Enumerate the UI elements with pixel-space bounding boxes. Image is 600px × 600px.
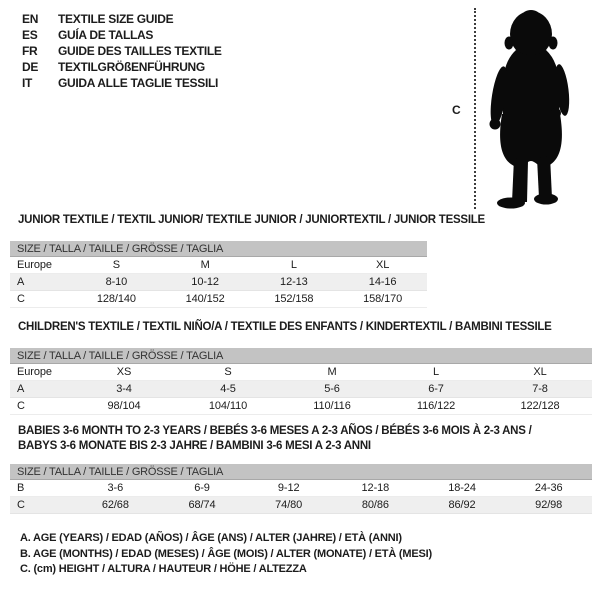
size-header-bar: SIZE / TALLA / TAILLE / GRÖSSE / TAGLIA	[10, 464, 592, 480]
table-cell: L	[290, 259, 297, 271]
table-cell: S	[224, 366, 232, 378]
table-title-line: BABYS 3-6 MONATE BIS 2-3 JAHRE / BAMBINI…	[18, 440, 371, 452]
junior-table-title: JUNIOR TEXTILE / TEXTIL JUNIOR/ TEXTILE …	[18, 213, 485, 228]
table-cell: 3-4	[116, 383, 132, 395]
language-code: IT	[22, 76, 33, 90]
table-cell: 68/74	[188, 499, 216, 511]
language-row: IT GUIDA ALLE TAGLIE TESSILI	[22, 75, 222, 91]
babies-size-table: SIZE / TALLA / TAILLE / GRÖSSE / TAGLIA B…	[10, 464, 592, 514]
language-title-label: GUIDA ALLE TAGLIE TESSILI	[58, 76, 219, 90]
language-row: ES GUÍA DE TALLAS	[22, 27, 222, 43]
measure-legend: A. AGE (YEARS) / EDAD (AÑOS) / ÂGE (ANS)…	[20, 531, 432, 578]
table-cell: 14-16	[368, 276, 397, 288]
table-row: C 62/68 68/74 74/80 80/86 86/92 92/98	[10, 497, 592, 514]
table-cell: 158/170	[363, 293, 403, 305]
language-row: DE TEXTILGRÖßENFÜHRUNG	[22, 59, 222, 75]
row-label: C	[17, 499, 25, 511]
row-label: Europe	[17, 259, 52, 271]
language-title-label: GUIDE DES TAILLES TEXTILE	[58, 44, 222, 58]
table-row: C 128/140 140/152 152/158 158/170	[10, 291, 427, 308]
table-cell: 152/158	[274, 293, 314, 305]
table-cell: 104/110	[208, 400, 248, 412]
table-row: Europe XS S M L XL	[10, 364, 592, 381]
table-row: Europe S M L XL	[10, 257, 427, 274]
size-header-bar: SIZE / TALLA / TAILLE / GRÖSSE / TAGLIA	[10, 348, 592, 364]
language-code: FR	[22, 44, 38, 58]
babies-table-title: BABIES 3-6 MONTH TO 2-3 YEARS / BEBÉS 3-…	[18, 424, 532, 454]
row-label: B	[17, 482, 25, 494]
table-cell: 5-6	[324, 383, 340, 395]
table-cell: 80/86	[361, 499, 389, 511]
table-cell: 6-9	[194, 482, 210, 494]
table-title-line: BABIES 3-6 MONTH TO 2-3 YEARS / BEBÉS 3-…	[18, 425, 532, 437]
children-size-table: SIZE / TALLA / TAILLE / GRÖSSE / TAGLIA E…	[10, 348, 592, 415]
row-label: C	[17, 293, 25, 305]
table-cell: 8-10	[105, 276, 128, 288]
table-cell: 116/122	[416, 400, 456, 412]
table-cell: 86/92	[448, 499, 476, 511]
table-cell: 4-5	[220, 383, 236, 395]
table-cell: 9-12	[277, 482, 300, 494]
table-cell: 92/98	[535, 499, 563, 511]
table-row: B 3-6 6-9 9-12 12-18 18-24 24-36	[10, 480, 592, 497]
table-cell: 140/152	[185, 293, 225, 305]
language-title-label: GUÍA DE TALLAS	[58, 28, 154, 42]
language-row: EN TEXTILE SIZE GUIDE	[22, 11, 222, 27]
table-row: A 8-10 10-12 12-13 14-16	[10, 274, 427, 291]
table-cell: XL	[375, 259, 390, 271]
junior-size-table: SIZE / TALLA / TAILLE / GRÖSSE / TAGLIA E…	[10, 241, 427, 308]
row-label: Europe	[17, 366, 52, 378]
height-measure-label: C	[452, 103, 461, 117]
table-cell: 122/128	[520, 400, 560, 412]
table-cell: 110/116	[313, 400, 351, 412]
table-cell: 62/68	[101, 499, 129, 511]
language-code: DE	[22, 60, 39, 74]
row-label: C	[17, 400, 25, 412]
table-title-line: CHILDREN'S TEXTILE / TEXTIL NIÑO/A / TEX…	[18, 321, 552, 333]
table-cell: M	[200, 259, 210, 271]
table-row: C 98/104 104/110 110/116 116/122 122/128	[10, 398, 592, 415]
table-cell: S	[112, 259, 120, 271]
table-cell: XL	[533, 366, 547, 378]
height-dotted-line	[474, 8, 476, 209]
row-label: A	[17, 383, 25, 395]
table-cell: 18-24	[448, 482, 476, 494]
row-label: A	[17, 276, 25, 288]
language-title-label: TEXTILGRÖßENFÜHRUNG	[58, 60, 205, 74]
table-cell: 6-7	[428, 383, 444, 395]
legend-line: A. AGE (YEARS) / EDAD (AÑOS) / ÂGE (ANS)…	[20, 532, 402, 544]
table-cell: 12-18	[361, 482, 390, 494]
table-row: A 3-4 4-5 5-6 6-7 7-8	[10, 381, 592, 398]
table-cell: 24-36	[534, 482, 563, 494]
table-cell: 98/104	[107, 400, 141, 412]
table-title-line: JUNIOR TEXTILE / TEXTIL JUNIOR/ TEXTILE …	[18, 214, 485, 226]
legend-line: C. (cm) HEIGHT / ALTURA / HAUTEUR / HÖHE…	[20, 563, 307, 575]
table-cell: 3-6	[107, 482, 124, 494]
table-cell: 74/80	[275, 499, 303, 511]
table-cell: XS	[116, 366, 132, 378]
language-row: FR GUIDE DES TAILLES TEXTILE	[22, 43, 222, 59]
language-code: ES	[22, 28, 38, 42]
table-cell: L	[432, 366, 440, 378]
table-cell: 12-13	[280, 276, 308, 288]
table-cell: M	[327, 366, 337, 378]
table-cell: 10-12	[191, 276, 219, 288]
children-table-title: CHILDREN'S TEXTILE / TEXTIL NIÑO/A / TEX…	[18, 320, 552, 335]
size-header-bar: SIZE / TALLA / TAILLE / GRÖSSE / TAGLIA	[10, 241, 427, 257]
language-title-list: EN TEXTILE SIZE GUIDE ES GUÍA DE TALLAS FR GU…	[22, 11, 222, 91]
table-cell: 7-8	[532, 383, 548, 395]
baby-silhouette-image	[489, 10, 570, 209]
language-code: EN	[22, 12, 39, 26]
language-title-label: TEXTILE SIZE GUIDE	[58, 12, 174, 26]
legend-line: B. AGE (MONTHS) / EDAD (MESES) / ÂGE (MO…	[20, 547, 432, 560]
table-cell: 128/140	[96, 293, 136, 305]
